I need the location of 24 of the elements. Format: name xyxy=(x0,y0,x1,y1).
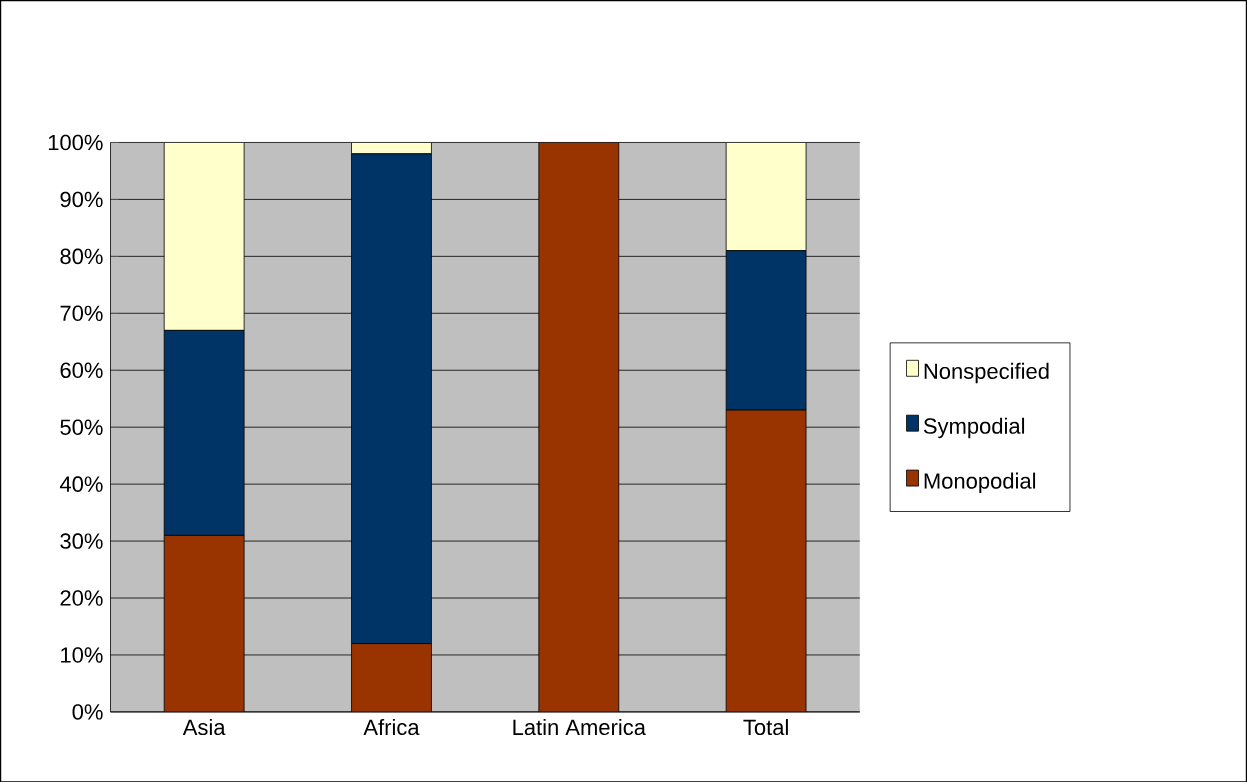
legend-label: Monopodial xyxy=(924,472,1036,493)
bar xyxy=(351,642,432,712)
bar xyxy=(725,409,807,712)
x-tick-label: Asia xyxy=(182,718,226,735)
y-tick-label: 60% xyxy=(60,362,103,378)
y-tick-label: 100% xyxy=(48,134,103,151)
y-tick-label: 10% xyxy=(61,646,103,663)
legend-label: Sympodial xyxy=(923,417,1025,438)
x-tick-label: Africa xyxy=(363,718,420,735)
y-tick-label: 40% xyxy=(59,476,103,492)
bar xyxy=(163,142,245,331)
y-tick-label: 20% xyxy=(60,590,103,606)
y-tick-label: 70% xyxy=(60,305,103,321)
y-tick-label: 90% xyxy=(60,191,103,207)
y-tick-label: 50% xyxy=(60,419,103,435)
y-tick-label: 80% xyxy=(60,248,103,264)
bar xyxy=(538,142,620,712)
legend-label: Nonspecified xyxy=(924,362,1049,384)
bar xyxy=(725,142,807,251)
x-tick-label: Total xyxy=(743,718,788,735)
y-tick-label: 30% xyxy=(60,533,103,549)
x-tick-label: Latin America xyxy=(513,718,646,735)
y-tick-label: 0% xyxy=(72,703,103,720)
bar xyxy=(163,534,245,712)
